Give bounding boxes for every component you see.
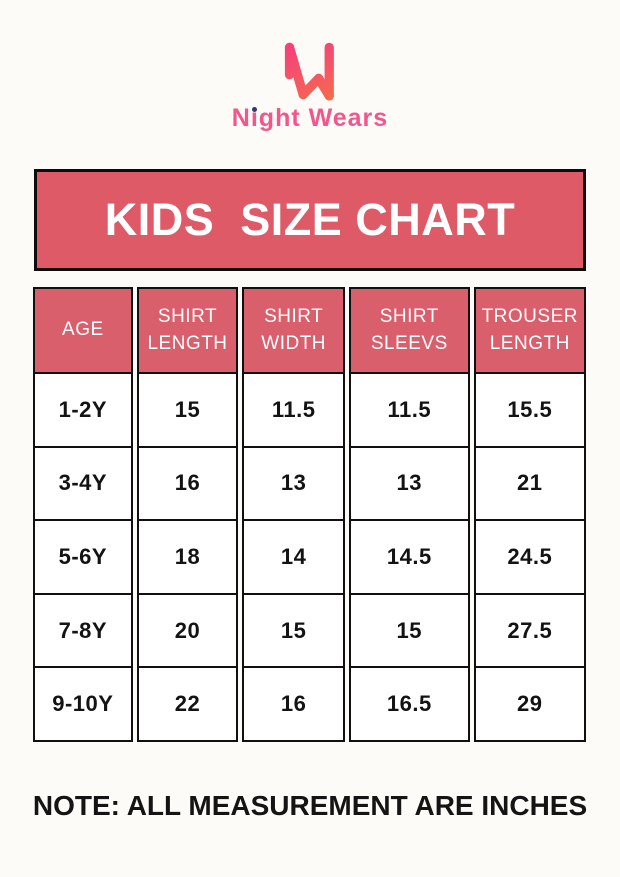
table-cell-trouser-length-row3: 24.5: [475, 521, 584, 595]
table-cell-shirt-length-row2: 16: [138, 448, 237, 522]
table-cell-shirt-length-row1: 15: [138, 374, 237, 448]
measurement-note: NOTE: ALL MEASUREMENT ARE INCHES: [32, 790, 588, 821]
column-header-trouser-length: TROUSER LENGTH: [475, 289, 584, 374]
table-cell-shirt-length-row3: 18: [138, 521, 237, 595]
table-cell-shirt-sleevs-row3: 14.5: [350, 521, 468, 595]
table-cell-trouser-length-row4: 27.5: [475, 595, 584, 669]
table-column-shirt-length: SHIRT LENGTH 15 16 18 20 22: [136, 287, 239, 742]
column-header-shirt-length: SHIRT LENGTH: [138, 289, 237, 374]
table-cell-trouser-length-row2: 21: [475, 448, 584, 522]
table-cell-shirt-width-row5: 16: [280, 691, 307, 717]
table-cell-shirt-width-row1: 11.5: [244, 374, 343, 448]
table-column-trouser-length: TROUSER LENGTH 15.5 21 24.5 27.5 29: [473, 287, 586, 742]
table-cell-age-row4: 7-8Y: [35, 595, 131, 669]
table-cell-shirt-sleevs-row2: 13: [350, 448, 468, 522]
brand-name: Nı ght Wears: [231, 104, 389, 132]
size-table: AGE 1-2Y 3-4Y 5-6Y 7-8Y 9-10Y SHIRT LENG…: [33, 287, 586, 742]
table-column-shirt-width: SHIRT WIDTH 11.5 13 14 15 16: [242, 287, 345, 742]
brand-i-dot: [251, 107, 257, 112]
table-column-shirt-sleevs: SHIRT SLEEVS 11.5 13 14.5 15 16.5: [348, 287, 470, 742]
table-cell-trouser-length-row5: 29: [517, 691, 543, 717]
table-cell-age-row2: 3-4Y: [35, 448, 131, 522]
table-cell-shirt-length-row5: 22: [174, 691, 201, 717]
column-header-shirt-width: SHIRT WIDTH: [244, 289, 343, 374]
kids-size-chart-banner: KIDS SIZE CHART: [34, 169, 586, 271]
table-cell-shirt-width-row2: 13: [244, 448, 343, 522]
table-cell-shirt-sleevs-row1: 11.5: [350, 374, 468, 448]
night-wears-logo-icon: [284, 42, 334, 101]
table-cell-age-row5: 9-10Y: [52, 691, 114, 717]
table-column-age: AGE 1-2Y 3-4Y 5-6Y 7-8Y 9-10Y: [33, 287, 133, 742]
table-cell-shirt-width-row4: 15: [244, 595, 343, 669]
table-cell-shirt-width-row3: 14: [244, 521, 343, 595]
table-cell-shirt-sleevs-row5: 16.5: [386, 691, 432, 717]
brand-block: Nı ght Wears: [0, 40, 620, 133]
table-cell-shirt-sleevs-row4: 15: [350, 595, 468, 669]
table-cell-age-row1: 1-2Y: [35, 374, 131, 448]
table-cell-age-row3: 5-6Y: [35, 521, 131, 595]
column-header-shirt-sleevs: SHIRT SLEEVS: [350, 289, 468, 374]
table-cell-shirt-length-row4: 20: [138, 595, 237, 669]
column-header-age: AGE: [35, 289, 131, 374]
banner-title: KIDS SIZE CHART: [104, 194, 516, 245]
table-cell-trouser-length-row1: 15.5: [475, 374, 584, 448]
